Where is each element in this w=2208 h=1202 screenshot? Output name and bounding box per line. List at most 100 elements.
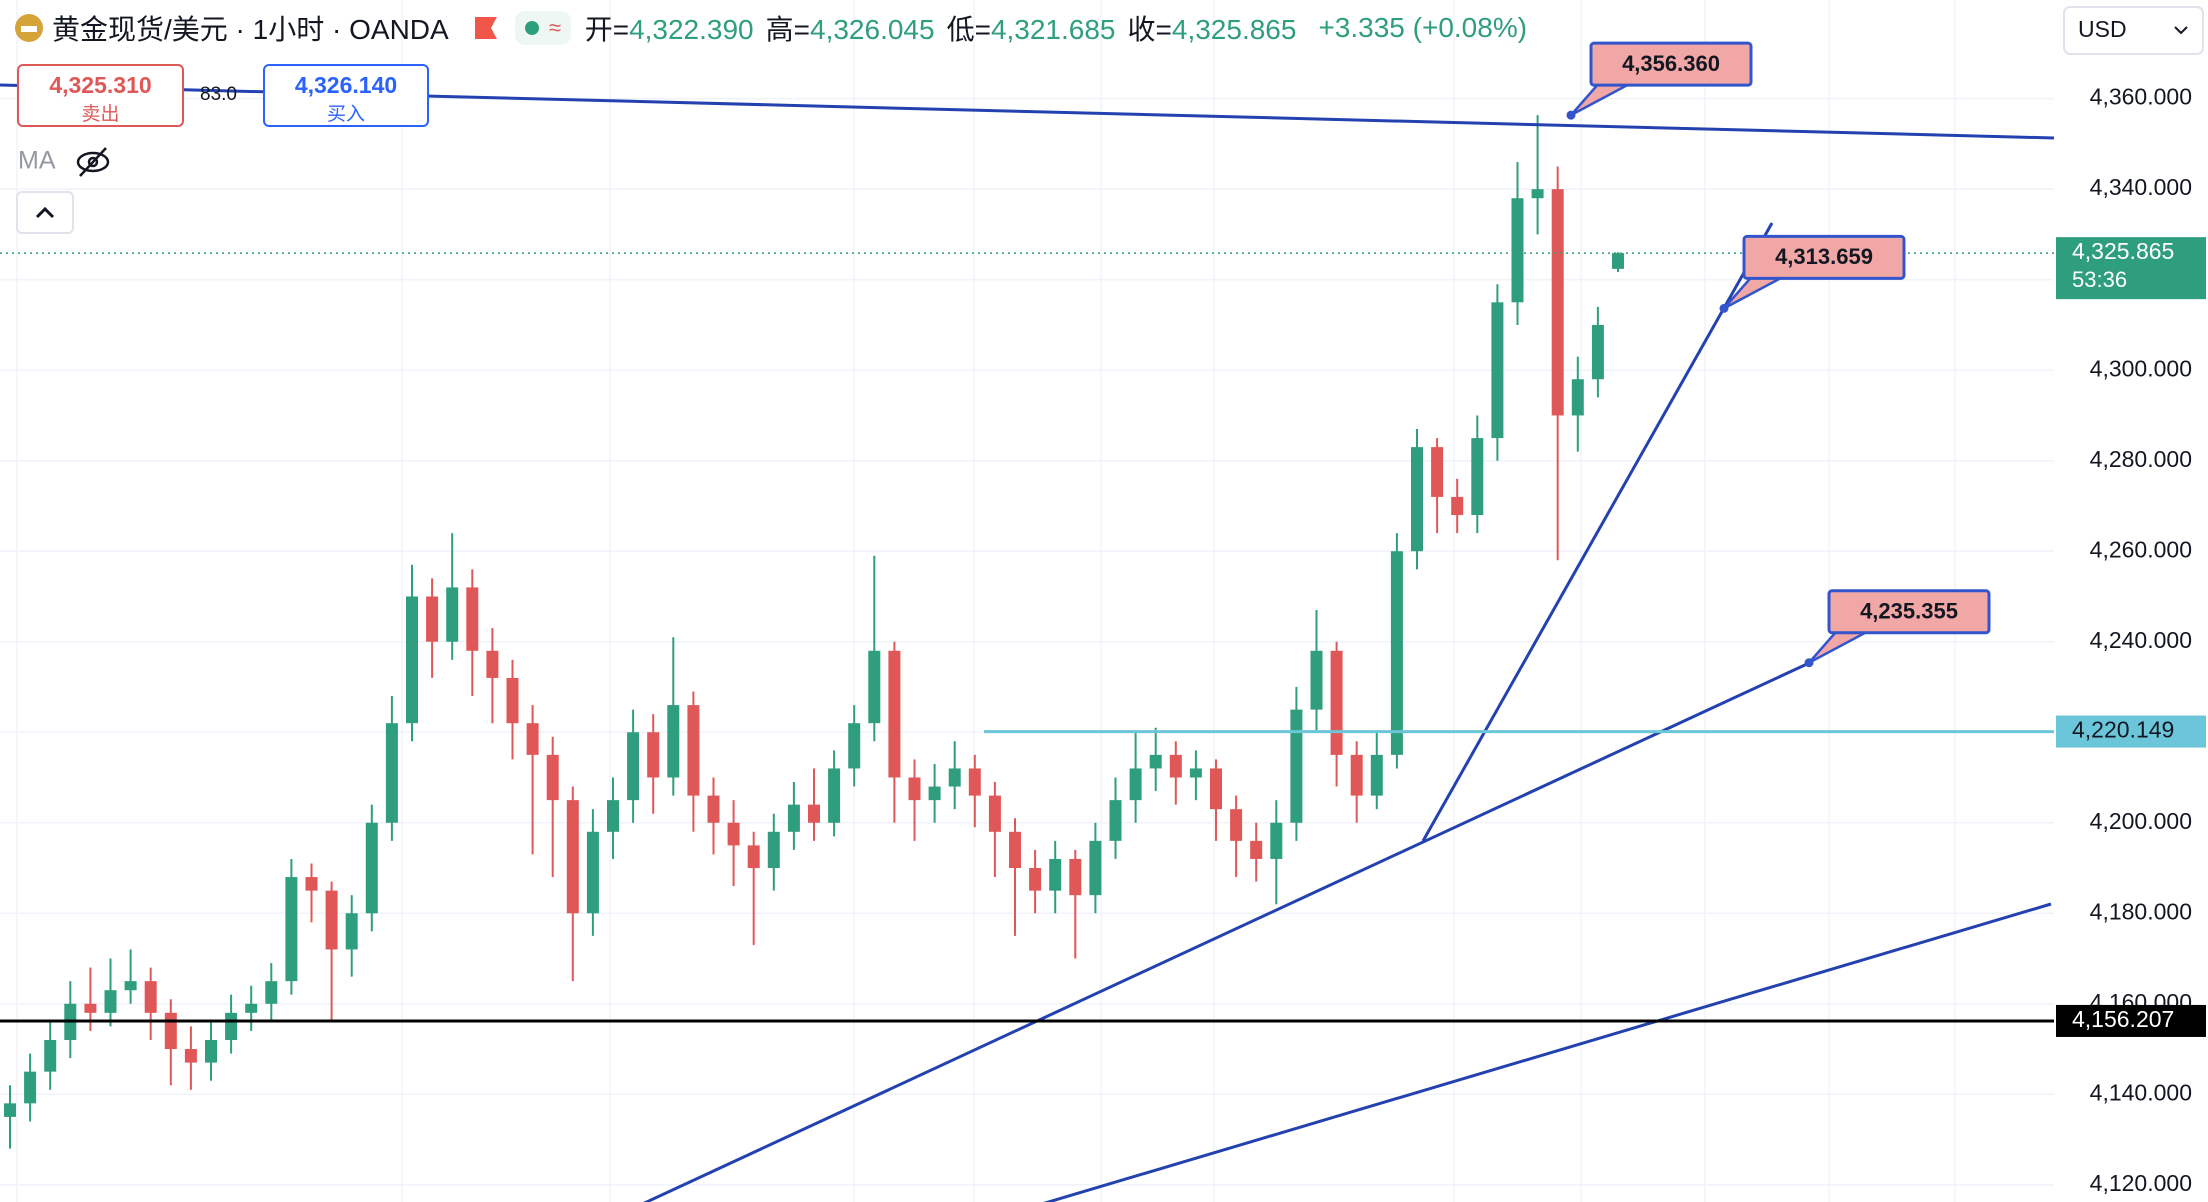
candle-body (486, 650, 499, 678)
candle-body (1612, 253, 1624, 269)
candle-body (1310, 650, 1323, 710)
candle-body (1290, 709, 1303, 823)
candle-body (1411, 447, 1423, 552)
candle-body (1109, 800, 1122, 841)
y-tick-label: 4,200.000 (2090, 808, 2192, 834)
collapse-button[interactable] (16, 191, 74, 234)
y-tick-label: 4,120.000 (2090, 1170, 2192, 1196)
buy-price: 4,326.140 (294, 72, 398, 98)
candle-body (667, 705, 680, 778)
y-tick-label: 4,340.000 (2090, 174, 2192, 200)
y-tick-label: 4,240.000 (2090, 627, 2192, 653)
candle-body (848, 723, 861, 769)
ohlc-label: 开= (584, 14, 630, 45)
candle-body (1069, 858, 1082, 896)
candle-body (245, 1003, 258, 1013)
buy-button[interactable]: 4,326.140 买入 (263, 64, 429, 127)
price-badge (2056, 1004, 2206, 1037)
candle-body (1370, 754, 1383, 796)
callout-point (1566, 110, 1576, 120)
candle-body (948, 768, 961, 787)
candle-body (707, 795, 720, 823)
candle-body (888, 650, 901, 778)
candle-body (1029, 868, 1042, 891)
candle-body (1129, 768, 1142, 801)
candle-body (345, 913, 358, 950)
candle-body (385, 723, 398, 823)
candle-body (44, 1039, 57, 1072)
ohlc-value: 4,325.865 (1171, 14, 1297, 45)
candle-body (1591, 324, 1604, 380)
candle-body (908, 777, 921, 801)
indicator-label: MA (18, 147, 56, 175)
candle-body (627, 732, 640, 801)
candle-body (1491, 302, 1504, 439)
candle-body (265, 981, 278, 1004)
price-axis (2054, 0, 2208, 1202)
candle-body (1511, 198, 1524, 303)
candle-body (1250, 840, 1263, 859)
candle-body (1169, 754, 1182, 778)
callout-pointer (1808, 629, 1870, 664)
candle-body (466, 587, 479, 651)
sell-button[interactable]: 4,325.310 卖出 (17, 64, 184, 127)
sell-price: 4,325.310 (49, 72, 152, 98)
svg-text:≈: ≈ (549, 15, 561, 40)
status-pill[interactable]: ≈ (514, 11, 571, 45)
symbol[interactable]: 黄金现货/美元 · 1小时 · OANDA (52, 14, 449, 45)
candle-body (1230, 809, 1243, 841)
y-tick-label: 4,300.000 (2090, 355, 2192, 381)
ohlc-value: 4,321.685 (990, 14, 1116, 45)
candle-body (546, 754, 559, 801)
candle-body (767, 831, 780, 869)
currency[interactable]: USD (2078, 16, 2127, 42)
candle-body (365, 822, 378, 914)
callout-box (1827, 589, 1991, 635)
currency-select[interactable] (2063, 6, 2204, 55)
candle-body (426, 596, 439, 642)
candle-body (988, 795, 1001, 832)
price-badge (2056, 715, 2206, 748)
candle-body (1009, 831, 1021, 869)
visibility-icon[interactable] (76, 147, 110, 177)
price-badge (2056, 237, 2206, 300)
ohlc-label: 收= (1127, 14, 1172, 45)
candle-body (647, 732, 660, 778)
candle-body (104, 990, 117, 1013)
candle-body (747, 845, 760, 869)
callout-point (1804, 658, 1814, 668)
candle-body (1471, 438, 1484, 516)
candle-body (828, 768, 841, 823)
candle-body (84, 1003, 97, 1013)
y-tick-label: 4,260.000 (2090, 536, 2192, 562)
ohlc-value: 4,322.390 (629, 14, 754, 45)
flag-icon[interactable] (471, 13, 501, 43)
candle-body (1431, 447, 1444, 497)
candle-body (24, 1071, 37, 1104)
candle-body (1189, 768, 1202, 778)
price-label: 4,156.207 (2072, 1006, 2174, 1032)
candle-body (205, 1039, 217, 1063)
callout-point (1719, 303, 1729, 313)
candle-body (1531, 189, 1544, 199)
trend-line (643, 662, 1808, 1202)
candle-body (928, 786, 941, 801)
countdown: 53:36 (2072, 267, 2127, 292)
candle-body (184, 1049, 197, 1063)
ohlc-label: 低= (946, 14, 991, 45)
candle-body (1089, 840, 1102, 896)
trend-line (1043, 902, 2052, 1202)
candle-body (868, 650, 881, 724)
candle-body (566, 800, 579, 914)
candle-body (1571, 379, 1584, 416)
change: +3.335 (+0.08%) (1318, 12, 1528, 43)
symbol-icon (15, 14, 43, 42)
ohlc-value: 4,326.045 (810, 14, 935, 45)
candle-body (787, 804, 800, 832)
callout-box (1742, 234, 1906, 280)
candle-body (687, 705, 700, 796)
candle-body (285, 877, 298, 982)
candle-body (1451, 496, 1464, 516)
candle-body (446, 587, 459, 642)
